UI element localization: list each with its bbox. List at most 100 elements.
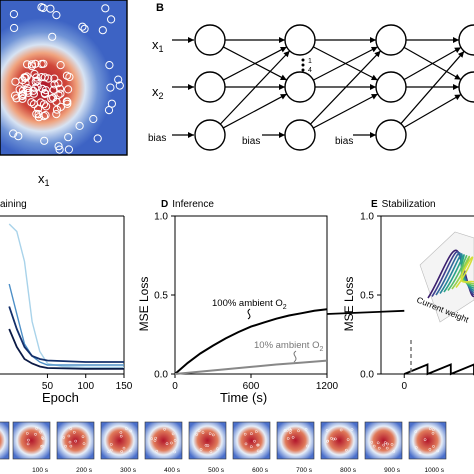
panel-d-lines xyxy=(174,308,328,375)
film-point xyxy=(304,427,308,431)
panel-e-lines xyxy=(326,309,474,376)
film-frame-label: 1000 s xyxy=(424,467,444,474)
film-point xyxy=(283,429,287,432)
network-node xyxy=(284,24,316,56)
network-node xyxy=(375,24,407,56)
sample-point xyxy=(21,78,30,88)
sample-point xyxy=(101,4,110,13)
film-point xyxy=(249,445,253,449)
sample-point xyxy=(39,112,49,121)
film-point xyxy=(69,427,73,430)
arrowhead xyxy=(370,132,376,138)
film-point xyxy=(376,441,380,445)
x-tick-label: 50 xyxy=(42,381,54,392)
sample-point xyxy=(115,81,124,90)
film-point xyxy=(209,450,213,454)
network-edge xyxy=(219,50,291,125)
sample-point xyxy=(56,89,65,98)
film-point xyxy=(201,431,205,434)
film-point xyxy=(377,446,381,450)
network-node xyxy=(194,71,226,103)
film-point xyxy=(39,430,42,434)
film-point xyxy=(154,436,158,440)
film-point xyxy=(173,439,177,442)
film-point xyxy=(34,432,37,436)
y-tick-label: 1.0 xyxy=(154,212,168,223)
panel-e-title-group: E Stabilization xyxy=(371,199,436,210)
film-point xyxy=(432,445,435,448)
film-point xyxy=(27,438,30,442)
arrowhead xyxy=(279,74,287,81)
network-node xyxy=(458,71,474,103)
sample-point xyxy=(30,69,39,79)
film-point xyxy=(325,440,329,443)
film-frame xyxy=(232,421,271,460)
arrowhead xyxy=(283,50,290,58)
film-point xyxy=(25,432,29,435)
sample-point xyxy=(55,84,65,93)
sample-point xyxy=(46,4,55,13)
film-point xyxy=(163,427,166,431)
film-point xyxy=(431,431,435,435)
x-tick-label: 0 xyxy=(172,381,178,392)
film-point xyxy=(216,447,219,451)
film-point xyxy=(81,435,85,439)
sample-point xyxy=(23,60,32,69)
sample-point xyxy=(75,121,84,131)
arrowhead xyxy=(370,37,376,43)
panel-a: x1 xyxy=(0,0,128,188)
sample-point xyxy=(64,85,73,94)
sample-point xyxy=(31,77,40,86)
panel-e: E Stabilization MSE Loss 0 0.0 0.5 1.0 Curre… xyxy=(326,199,474,393)
film-point xyxy=(171,432,175,436)
arrowhead xyxy=(188,37,194,43)
film-frame-label: 400 s xyxy=(164,467,181,474)
sample-point xyxy=(18,94,27,103)
film-point xyxy=(370,440,374,444)
panel-c: aining 50 100 150 Epoch xyxy=(0,199,133,405)
arrowhead xyxy=(454,47,461,53)
sample-point xyxy=(19,90,28,99)
film-frame xyxy=(276,421,315,460)
film-frame xyxy=(56,421,95,460)
y-tick-label: 0.0 xyxy=(154,370,168,381)
sample-point xyxy=(114,75,123,84)
panel-b-edges xyxy=(172,37,465,138)
film-point xyxy=(254,430,258,433)
film-frame-label: 900 s xyxy=(384,467,401,474)
film-point xyxy=(170,441,173,445)
sample-point xyxy=(10,23,19,33)
sample-point xyxy=(33,82,42,91)
film-point xyxy=(286,437,290,440)
film-point xyxy=(35,427,38,430)
panel-e-ticks: 0 0.0 0.5 1.0 xyxy=(360,212,407,393)
sample-point xyxy=(63,97,72,107)
panel-b-input-x2: x2 xyxy=(152,84,164,101)
sample-point xyxy=(39,100,49,109)
film-point xyxy=(306,444,309,448)
film-point xyxy=(382,443,386,447)
y-tick-label: 0.0 xyxy=(360,370,374,381)
x-tick-label: 600 xyxy=(243,381,260,392)
x-tick-label: 0 xyxy=(401,381,407,392)
film-point xyxy=(62,436,65,439)
film-point xyxy=(414,446,418,449)
network-edge xyxy=(403,46,462,81)
panel-b-bias-1: bias xyxy=(148,133,166,144)
film-frame xyxy=(188,421,227,460)
panel-c-title: aining xyxy=(0,199,27,210)
film-point xyxy=(199,448,203,451)
panel-b: B x1 x2 bias bias bias 1 4 xyxy=(148,2,474,151)
network-edge xyxy=(222,93,288,129)
sample-point xyxy=(63,99,72,109)
panel-d-leader-10 xyxy=(293,350,297,363)
film-point xyxy=(250,432,253,436)
sample-point xyxy=(31,59,40,68)
sample-point xyxy=(56,102,66,112)
sample-point xyxy=(54,79,63,88)
film-point xyxy=(243,432,247,436)
surface-curve xyxy=(447,254,474,291)
x-tick-label: 150 xyxy=(116,381,133,392)
